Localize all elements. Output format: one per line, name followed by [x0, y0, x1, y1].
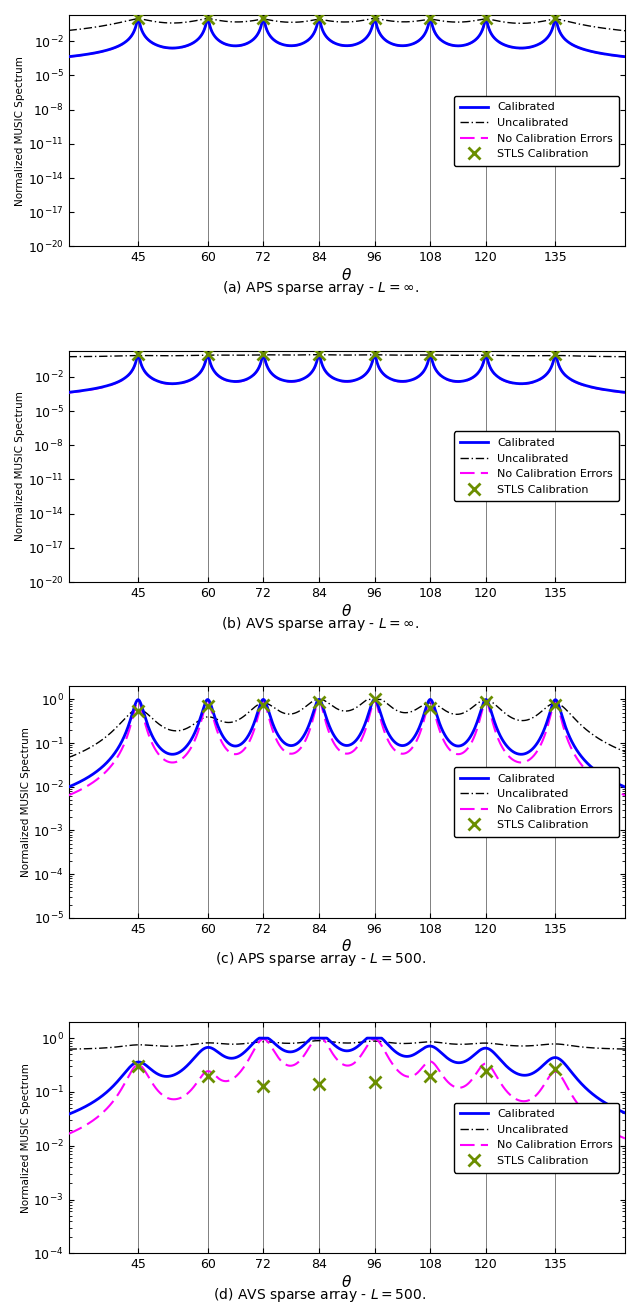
- Y-axis label: Normalized MUSIC Spectrum: Normalized MUSIC Spectrum: [20, 1062, 31, 1212]
- Legend: Calibrated, Uncalibrated, No Calibration Errors, STLS Calibration: Calibrated, Uncalibrated, No Calibration…: [454, 1103, 620, 1173]
- X-axis label: $\theta$: $\theta$: [341, 603, 352, 619]
- Text: (a) APS sparse array - $L = \infty$.: (a) APS sparse array - $L = \infty$.: [221, 279, 419, 298]
- Legend: Calibrated, Uncalibrated, No Calibration Errors, STLS Calibration: Calibrated, Uncalibrated, No Calibration…: [454, 95, 620, 166]
- X-axis label: $\theta$: $\theta$: [341, 938, 352, 954]
- Text: (b) AVS sparse array - $L = \infty$.: (b) AVS sparse array - $L = \infty$.: [221, 615, 419, 633]
- Text: (c) APS sparse array - $L = 500$.: (c) APS sparse array - $L = 500$.: [214, 950, 426, 968]
- Legend: Calibrated, Uncalibrated, No Calibration Errors, STLS Calibration: Calibrated, Uncalibrated, No Calibration…: [454, 767, 620, 837]
- Text: (d) AVS sparse array - $L = 500$.: (d) AVS sparse array - $L = 500$.: [213, 1285, 427, 1304]
- X-axis label: $\theta$: $\theta$: [341, 268, 352, 283]
- Y-axis label: Normalized MUSIC Spectrum: Normalized MUSIC Spectrum: [15, 392, 25, 542]
- X-axis label: $\theta$: $\theta$: [341, 1274, 352, 1291]
- Y-axis label: Normalized MUSIC Spectrum: Normalized MUSIC Spectrum: [20, 727, 31, 877]
- Y-axis label: Normalized MUSIC Spectrum: Normalized MUSIC Spectrum: [15, 56, 25, 206]
- Legend: Calibrated, Uncalibrated, No Calibration Errors, STLS Calibration: Calibrated, Uncalibrated, No Calibration…: [454, 432, 620, 501]
